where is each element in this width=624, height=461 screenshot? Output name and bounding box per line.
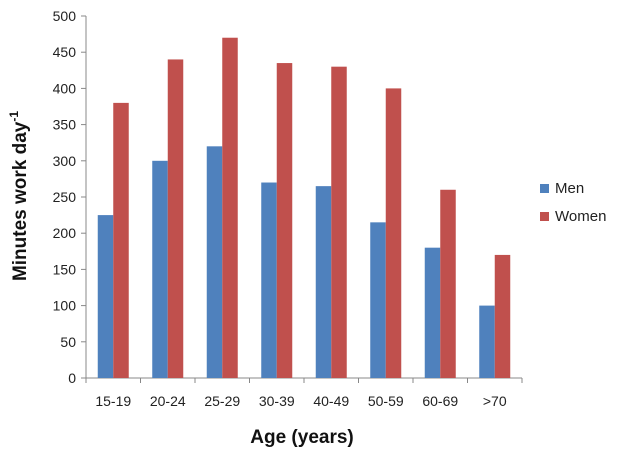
bar-women-20-24 <box>167 59 184 378</box>
bar-men-50-59 <box>370 222 386 378</box>
legend-swatch-men <box>540 184 549 193</box>
y-axis-title: Minutes work day-1 <box>7 111 31 281</box>
x-tick-label: 15-19 <box>95 393 131 409</box>
x-axis-ticks: 15-19 20-24 25-29 30-39 40-49 50-59 60-69 >70 <box>85 378 523 409</box>
bar-men-60-69 <box>424 247 441 378</box>
bar-women-60-69 <box>440 189 456 378</box>
x-tick-label: 20-24 <box>150 393 186 409</box>
bar-women->70 <box>494 254 511 378</box>
x-tick-label: 25-29 <box>204 393 240 409</box>
bar-women-30-39 <box>276 63 293 379</box>
bar-men-40-49 <box>315 186 332 378</box>
legend: Men Women <box>540 180 606 225</box>
bar-men-15-19 <box>97 215 114 378</box>
y-tick-label: 150 <box>53 261 77 277</box>
bar-men-20-24 <box>152 160 168 378</box>
plot-area <box>85 16 522 379</box>
bar-men-25-29 <box>206 146 223 378</box>
y-tick-label: 350 <box>53 117 77 133</box>
y-tick-label: 400 <box>53 80 77 96</box>
legend-label-women: Women <box>555 208 606 225</box>
bar-women-50-59 <box>385 88 402 379</box>
y-tick-label: 100 <box>53 298 77 314</box>
y-tick-label: 50 <box>60 334 76 350</box>
x-tick-label: >70 <box>483 393 507 409</box>
y-tick-label: 250 <box>53 189 77 205</box>
bar-women-40-49 <box>331 66 347 379</box>
y-tick-label: 300 <box>53 153 77 169</box>
bars <box>97 37 511 379</box>
bar-women-25-29 <box>222 37 238 378</box>
y-axis-title-superscript: -1 <box>7 111 21 122</box>
legend-swatch-women <box>540 212 549 221</box>
y-axis-ticks: 0 50 100 150 200 250 300 350 400 450 500 <box>53 8 86 386</box>
y-tick-label: 450 <box>53 44 77 60</box>
y-tick-label: 200 <box>53 225 77 241</box>
bar-men-30-39 <box>261 182 277 378</box>
x-tick-label: 60-69 <box>422 393 458 409</box>
x-tick-label: 40-49 <box>313 393 349 409</box>
x-tick-label: 50-59 <box>368 393 404 409</box>
y-axis-title-main: Minutes work day <box>10 121 31 281</box>
x-tick-label: 30-39 <box>259 393 295 409</box>
y-tick-label: 500 <box>53 8 77 24</box>
y-tick-label: 0 <box>68 370 76 386</box>
bar-men->70 <box>479 305 495 378</box>
legend-label-men: Men <box>555 180 584 197</box>
x-axis-title: Age (years) <box>250 427 354 448</box>
bar-women-15-19 <box>113 102 129 378</box>
